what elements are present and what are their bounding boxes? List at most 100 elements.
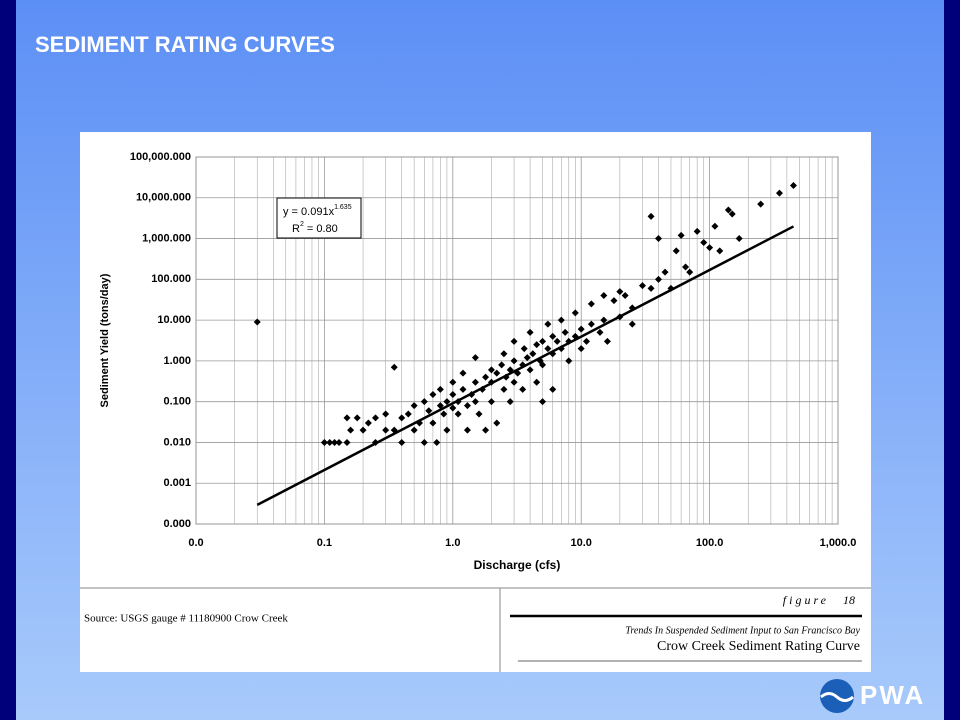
- r2-value: = 0.80: [307, 223, 338, 235]
- equation: y = 0.091x: [283, 206, 335, 218]
- data-point: [440, 410, 448, 418]
- data-point: [549, 350, 557, 358]
- data-point: [655, 275, 663, 283]
- data-point: [449, 390, 457, 398]
- data-point: [728, 210, 736, 218]
- data-point: [638, 282, 646, 290]
- data-point: [482, 373, 490, 381]
- data-point: [498, 361, 506, 369]
- data-point: [398, 414, 406, 422]
- data-point: [443, 426, 451, 434]
- data-point: [347, 426, 355, 434]
- y-tick-label: 10,000.000: [136, 192, 191, 204]
- data-point: [539, 361, 547, 369]
- figure-word: figure: [783, 593, 829, 607]
- data-point: [335, 438, 343, 446]
- data-point: [493, 369, 501, 377]
- data-point: [433, 438, 441, 446]
- data-point: [463, 426, 471, 434]
- data-point: [415, 419, 423, 427]
- data-point: [371, 438, 379, 446]
- annotation-box: [276, 197, 362, 239]
- left-border: [0, 0, 16, 720]
- data-point: [526, 366, 534, 374]
- data-point: [557, 345, 565, 353]
- data-point: [320, 438, 328, 446]
- data-point: [425, 407, 433, 415]
- data-point: [533, 341, 541, 349]
- y-tick-label: 10.000: [157, 314, 191, 326]
- data-point: [487, 378, 495, 386]
- data-point: [459, 369, 467, 377]
- data-point: [700, 239, 708, 247]
- data-point: [616, 288, 624, 296]
- data-point: [667, 284, 675, 292]
- data-point: [621, 292, 629, 300]
- data-point: [436, 385, 444, 393]
- y-axis-label: Sediment Yield (tons/day): [99, 273, 111, 407]
- data-point: [382, 410, 390, 418]
- data-point: [253, 318, 261, 326]
- data-point: [475, 410, 483, 418]
- data-point: [382, 426, 390, 434]
- data-point: [544, 320, 552, 328]
- data-point: [557, 316, 565, 324]
- logo-text: PWA: [860, 680, 925, 710]
- data-point: [571, 309, 579, 317]
- data-point: [735, 235, 743, 243]
- data-point: [410, 426, 418, 434]
- data-point: [443, 398, 451, 406]
- data-point: [463, 402, 471, 410]
- x-axis-label: Discharge (cfs): [474, 558, 561, 572]
- data-point: [510, 357, 518, 365]
- data-point: [577, 325, 585, 333]
- data-point: [539, 398, 547, 406]
- data-point: [677, 231, 685, 239]
- data-point: [577, 345, 585, 353]
- data-point: [661, 268, 669, 276]
- data-point: [500, 350, 508, 358]
- data-point: [693, 227, 701, 235]
- data-point: [371, 414, 379, 422]
- data-point: [353, 414, 361, 422]
- data-point: [510, 337, 518, 345]
- y-tick-label: 1.000: [163, 355, 191, 367]
- data-point: [468, 390, 476, 398]
- r2-symbol: R: [292, 223, 300, 235]
- data-point: [711, 222, 719, 230]
- data-point: [478, 385, 486, 393]
- data-point: [716, 247, 724, 255]
- slide-title: SEDIMENT RATING CURVES: [35, 32, 335, 57]
- right-border: [944, 0, 960, 720]
- data-point: [429, 419, 437, 427]
- x-tick-label: 10.0: [570, 537, 591, 549]
- data-point: [449, 378, 457, 386]
- data-point: [410, 402, 418, 410]
- data-point: [539, 337, 547, 345]
- data-point: [520, 345, 528, 353]
- figure-subtitle: Trends In Suspended Sediment Input to Sa…: [625, 625, 860, 636]
- data-point: [724, 206, 732, 214]
- data-point: [706, 244, 714, 252]
- data-point: [326, 438, 334, 446]
- x-tick-label: 1,000.0: [820, 537, 857, 549]
- logo: PWA: [820, 679, 925, 713]
- y-tick-label: 100,000.000: [130, 151, 191, 163]
- data-point: [436, 402, 444, 410]
- data-point: [655, 235, 663, 243]
- data-point: [587, 320, 595, 328]
- annotation: R2 = 0.80: [292, 221, 338, 235]
- data-point: [429, 390, 437, 398]
- figure-label: figure 18: [783, 593, 855, 607]
- data-point: [449, 404, 457, 412]
- data-point: [672, 247, 680, 255]
- data-point: [686, 268, 694, 276]
- x-tick-label: 0.1: [317, 537, 332, 549]
- data-point: [549, 332, 557, 340]
- data-point: [628, 304, 636, 312]
- data-point: [359, 426, 367, 434]
- data-point: [600, 316, 608, 324]
- data-point: [523, 354, 531, 362]
- x-tick-label: 1.0: [445, 537, 460, 549]
- data-point: [526, 328, 534, 336]
